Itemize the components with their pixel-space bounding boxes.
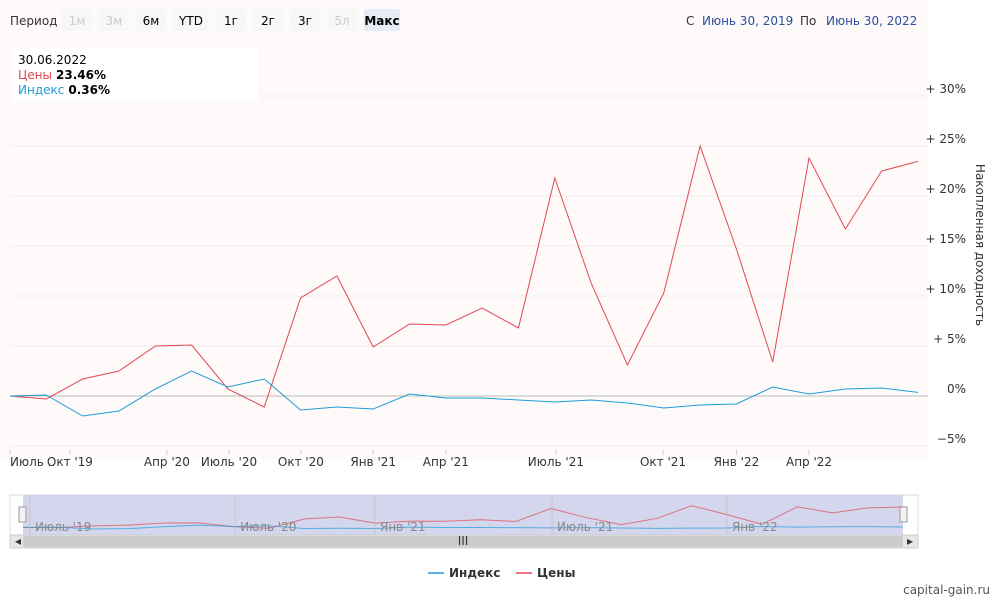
y-tick-label: + 25% — [925, 132, 966, 146]
y-tick-label: + 5% — [933, 332, 966, 346]
button-label: 1г — [224, 14, 238, 28]
period-button[interactable]: Макс — [364, 9, 400, 31]
y-tick-label: −5% — [937, 432, 966, 446]
tooltip-row: Цены 23.46% — [18, 68, 106, 82]
tooltip-name: Индекс — [18, 83, 64, 97]
button-bg — [327, 9, 357, 31]
navigator-handle[interactable] — [18, 506, 27, 523]
range-to-label: По — [800, 14, 816, 28]
button-bg — [136, 9, 166, 31]
x-tick-label: Янв '21 — [350, 455, 396, 469]
scroll-right[interactable]: ▸ — [907, 534, 913, 548]
tooltip-value: 23.46% — [56, 68, 106, 82]
button-bg — [253, 9, 283, 31]
navigator-label: Янв '21 — [380, 520, 426, 534]
tooltip-date: 30.06.2022 — [18, 53, 87, 67]
button-label: 1м — [69, 14, 86, 28]
legend-label: Индекс — [449, 566, 500, 580]
y-tick-label: + 20% — [925, 182, 966, 196]
button-label: 5л — [334, 14, 349, 28]
x-tick-label: Окт '21 — [640, 455, 686, 469]
range-from[interactable]: Июнь 30, 2019 — [702, 14, 793, 28]
button-label: YTD — [178, 14, 203, 28]
button-label: 2г — [261, 14, 275, 28]
period-button[interactable]: 2г — [253, 9, 283, 31]
navigator-label: Июль '21 — [557, 520, 613, 534]
button-label: 3г — [298, 14, 312, 28]
navigator-label: Июль '20 — [240, 520, 296, 534]
navigator-line — [22, 505, 904, 529]
navigator-label: Июль '19 — [35, 520, 91, 534]
footer: capital-gain.ru — [903, 583, 990, 597]
period-button[interactable]: 3г — [290, 9, 320, 31]
x-tick-label: Апр '22 — [786, 455, 832, 469]
x-tick-label: Апр '21 — [423, 455, 469, 469]
button-bg — [62, 9, 92, 31]
navigator-line — [22, 524, 904, 530]
x-tick-label: Июль .. — [10, 455, 55, 469]
tooltip-value: 0.36% — [68, 83, 110, 97]
y-tick-label: + 30% — [925, 82, 966, 96]
button-bg — [173, 9, 209, 31]
tooltip-name: Цены — [18, 68, 52, 82]
tooltip-bg — [12, 48, 258, 101]
period-label: Период — [10, 14, 57, 28]
series-line — [9, 370, 919, 417]
period-button[interactable]: 3м — [99, 9, 129, 31]
button-bg — [290, 9, 320, 31]
navigator-window — [23, 495, 903, 535]
scroll-left[interactable]: ◂ — [15, 534, 21, 548]
period-button[interactable]: 1м — [62, 9, 92, 31]
x-tick-label: Окт '20 — [278, 455, 324, 469]
scrollbar-grip: III — [458, 534, 469, 548]
tooltip-row: Индекс 0.36% — [18, 83, 110, 97]
x-tick-label: Янв '22 — [714, 455, 760, 469]
range-from-label: С — [686, 14, 694, 28]
y-tick-label: + 15% — [925, 232, 966, 246]
button-label: 6м — [143, 14, 160, 28]
period-button[interactable]: 1г — [216, 9, 246, 31]
range-to[interactable]: Июнь 30, 2022 — [826, 14, 917, 28]
button-bg — [216, 9, 246, 31]
y-tick-label: + 10% — [925, 282, 966, 296]
period-button[interactable]: 5л — [327, 9, 357, 31]
navigator-handle[interactable] — [899, 506, 908, 523]
legend-item[interactable]: Цены — [516, 566, 575, 580]
x-tick-label: Июль '20 — [201, 455, 257, 469]
x-tick-label: Апр '20 — [144, 455, 190, 469]
legend-label: Цены — [537, 566, 575, 580]
button-bg — [364, 9, 400, 31]
y-tick-label: 0% — [947, 382, 966, 396]
button-label: 3м — [106, 14, 123, 28]
series-line — [9, 144, 919, 408]
navigator-label: Янв '22 — [732, 520, 778, 534]
button-label: Макс — [364, 14, 399, 28]
button-bg — [99, 9, 129, 31]
period-button[interactable]: 6м — [136, 9, 166, 31]
x-tick-label: Июль '21 — [528, 455, 584, 469]
x-tick-label: Окт '19 — [47, 455, 93, 469]
period-button[interactable]: YTD — [173, 9, 209, 31]
scrollbar-thumb[interactable] — [23, 536, 903, 547]
y-axis-title: Накопленная доходность — [973, 164, 987, 326]
legend-item[interactable]: Индекс — [428, 566, 500, 580]
